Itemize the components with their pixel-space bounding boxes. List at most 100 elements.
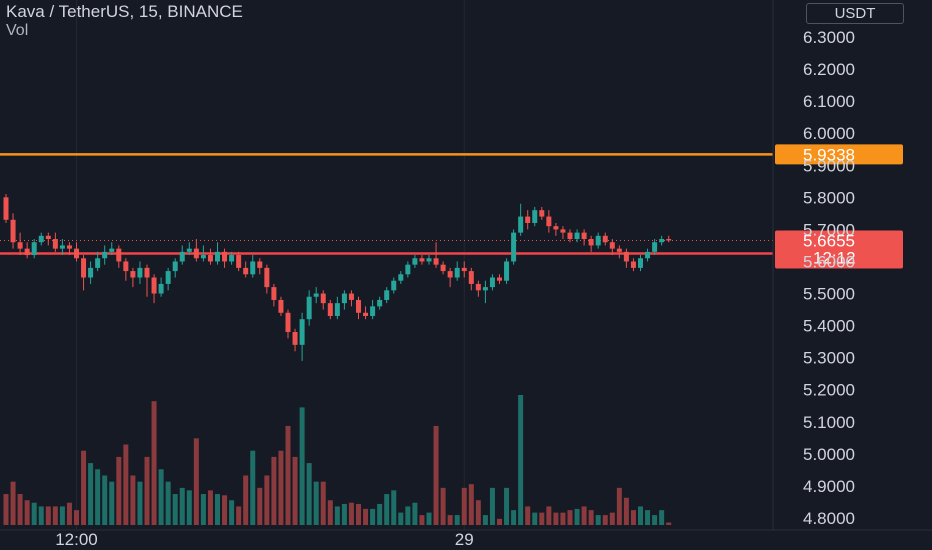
chart-legend: Kava / TetherUS, 15, BINANCE Vol bbox=[6, 2, 243, 40]
candle-body bbox=[45, 235, 51, 240]
candle-body bbox=[546, 216, 552, 227]
candle-body bbox=[532, 210, 538, 223]
candle bbox=[539, 206, 545, 220]
candle-body bbox=[24, 248, 30, 256]
candle-body bbox=[172, 261, 178, 272]
volume-bar bbox=[327, 500, 333, 525]
volume-bar bbox=[595, 515, 601, 525]
candle bbox=[215, 242, 220, 265]
candle-body bbox=[384, 290, 390, 300]
level-price-label: 5.9338 bbox=[803, 145, 855, 164]
current-price-tag bbox=[775, 230, 903, 269]
candle bbox=[616, 245, 622, 259]
volume-bar bbox=[440, 487, 446, 525]
candle-body bbox=[123, 261, 129, 272]
candle bbox=[356, 296, 361, 320]
volume-bar bbox=[616, 487, 622, 525]
candle-body bbox=[553, 226, 559, 230]
volume-bar bbox=[179, 487, 185, 525]
volume-bar bbox=[200, 494, 206, 525]
candle-body bbox=[116, 248, 122, 262]
volume-bar bbox=[17, 494, 23, 525]
candle-body bbox=[574, 232, 580, 240]
volume-bar bbox=[306, 463, 312, 525]
candle bbox=[299, 312, 305, 361]
candle bbox=[257, 258, 263, 275]
candle-body bbox=[179, 251, 185, 262]
volume-bar bbox=[130, 475, 136, 525]
candle-body bbox=[630, 261, 636, 268]
candle-body bbox=[405, 264, 411, 275]
candle-body bbox=[327, 303, 333, 316]
volume-bar bbox=[158, 469, 164, 525]
volume-bar bbox=[215, 494, 220, 525]
candle bbox=[327, 299, 333, 320]
volume-bar bbox=[38, 506, 44, 525]
candle bbox=[623, 248, 629, 268]
volume-bar bbox=[151, 401, 157, 525]
candle-body bbox=[377, 299, 383, 307]
price-axis[interactable]: 6.3000 6.2000 6.1000 6.0000 5.9000 5.8000 5.70… bbox=[772, 0, 855, 530]
candle bbox=[278, 296, 284, 316]
candle bbox=[3, 194, 9, 223]
candle-body bbox=[193, 248, 199, 259]
candle-body bbox=[659, 239, 665, 243]
candle bbox=[186, 242, 192, 256]
candle-body bbox=[130, 271, 136, 278]
volume-bar bbox=[236, 506, 242, 525]
volume-bar bbox=[447, 515, 453, 525]
volume-bar bbox=[116, 456, 122, 525]
volume-bar bbox=[638, 506, 643, 525]
candle-body bbox=[243, 267, 249, 275]
candle-body bbox=[616, 248, 622, 252]
candle bbox=[595, 232, 601, 249]
currency-selector[interactable]: USDT bbox=[806, 3, 904, 24]
candle bbox=[630, 258, 636, 272]
candle bbox=[560, 226, 566, 240]
price-tick-label: 5.9000 bbox=[803, 156, 855, 175]
volume-bar bbox=[144, 456, 150, 525]
candle-body bbox=[609, 242, 615, 249]
volume-bar bbox=[419, 515, 425, 525]
candle-body bbox=[581, 232, 587, 240]
volume-bar bbox=[511, 510, 517, 525]
volume-bar bbox=[10, 481, 16, 525]
price-tick-label: 6.2000 bbox=[803, 60, 855, 79]
volume-bar bbox=[285, 425, 291, 525]
candle bbox=[179, 245, 185, 265]
candle bbox=[236, 251, 242, 272]
candle-body bbox=[207, 255, 213, 262]
volume-bar bbox=[66, 502, 72, 525]
candle-body bbox=[560, 229, 566, 233]
candle-body bbox=[158, 283, 164, 294]
time-axis[interactable]: 12:00 29 bbox=[0, 529, 932, 549]
candle-body bbox=[229, 255, 235, 262]
volume-bar bbox=[588, 510, 594, 525]
candle bbox=[659, 235, 665, 246]
candle-body bbox=[81, 258, 87, 278]
candle-body bbox=[363, 312, 369, 316]
candle bbox=[123, 258, 129, 281]
volume-bar bbox=[574, 508, 580, 525]
candle bbox=[426, 255, 432, 265]
candle bbox=[391, 277, 397, 294]
candle bbox=[81, 255, 87, 291]
volume-bar bbox=[623, 497, 629, 525]
candle bbox=[243, 261, 249, 278]
candle bbox=[24, 242, 30, 259]
candle bbox=[130, 267, 136, 288]
candle-body bbox=[461, 267, 467, 272]
price-tick-label: 6.3000 bbox=[803, 28, 855, 47]
volume-bar bbox=[581, 506, 587, 525]
candle bbox=[31, 239, 37, 259]
volume-bar bbox=[652, 515, 658, 525]
candle bbox=[17, 232, 23, 256]
current-price-label: 5.6655 bbox=[803, 231, 855, 250]
candle bbox=[200, 245, 206, 262]
candle bbox=[370, 299, 376, 320]
candle-body bbox=[215, 251, 220, 262]
candle-body bbox=[264, 267, 270, 288]
